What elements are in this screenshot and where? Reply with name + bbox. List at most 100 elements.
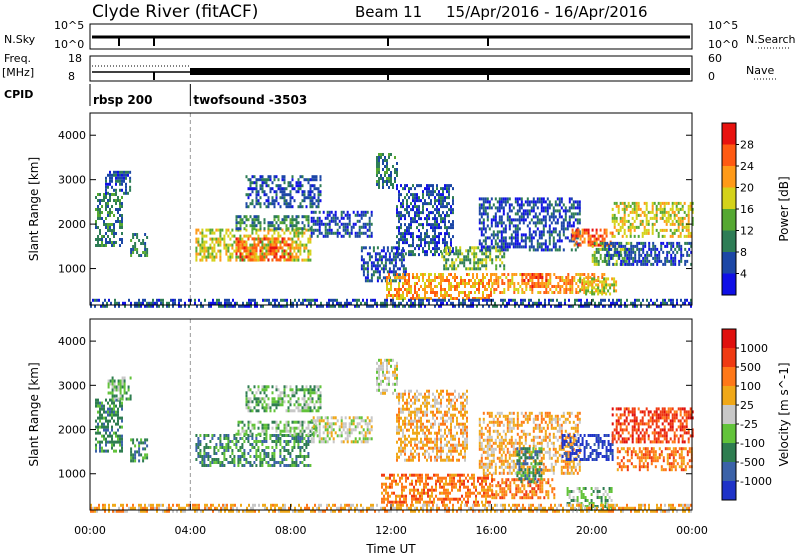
heatmap-cell [666, 244, 669, 248]
heatmap-cell [360, 216, 363, 220]
heatmap-cell [659, 210, 662, 214]
heatmap-cell [574, 212, 577, 216]
heatmap-cell [97, 431, 99, 435]
heatmap-cell [281, 221, 284, 225]
heatmap-cell [360, 225, 363, 229]
heatmap-cell [438, 282, 440, 285]
heatmap-cell [603, 228, 606, 232]
heatmap-cell [368, 246, 371, 250]
heatmap-cell [255, 243, 258, 247]
heatmap-cell [402, 249, 405, 253]
heatmap-cell [647, 231, 650, 235]
heatmap-cell [577, 279, 580, 282]
heatmap-cell [307, 455, 310, 458]
heatmap-cell [205, 240, 208, 244]
heatmap-cell [611, 234, 614, 238]
heatmap-cell [195, 231, 198, 235]
heatmap-cell [575, 291, 578, 294]
heatmap-cell [634, 244, 637, 248]
heatmap-cell [388, 186, 390, 189]
heatmap-cell [436, 285, 438, 288]
heatmap-cell [428, 202, 430, 206]
heatmap-cell [201, 231, 204, 235]
heatmap-cell [105, 176, 107, 180]
heatmap-cell [289, 218, 292, 222]
heatmap-cell [324, 216, 327, 220]
heatmap-cell [257, 400, 260, 404]
heatmap-cell [567, 282, 570, 285]
heatmap-cell [671, 210, 674, 214]
heatmap-cell [225, 458, 228, 461]
heatmap-cell [283, 202, 286, 206]
heatmap-cell [448, 202, 450, 206]
heatmap-cell [506, 218, 509, 222]
heatmap-cell [478, 227, 481, 231]
heatmap-cell [123, 191, 125, 195]
heatmap-cell [229, 258, 232, 262]
heatmap-cell [646, 262, 649, 266]
heatmap-cell [277, 231, 280, 235]
heatmap-cell [545, 291, 548, 294]
heatmap-cell [265, 237, 268, 241]
heatmap-cell [457, 264, 460, 268]
heatmap-cell [448, 288, 450, 291]
heatmap-cell [480, 233, 483, 237]
heatmap-cell [247, 252, 250, 256]
heatmap-cell [653, 222, 656, 226]
heatmap-cell [556, 197, 559, 201]
heatmap-cell [576, 212, 579, 216]
heatmap-cell [249, 234, 252, 238]
heatmap-cell [273, 449, 276, 452]
heatmap-cell [360, 231, 363, 235]
heatmap-cell [579, 237, 582, 241]
heatmap-cell [309, 249, 312, 253]
heatmap-cell [269, 437, 272, 440]
heatmap-cell [241, 218, 244, 222]
heatmap-cell [121, 202, 123, 205]
heatmap-cell [595, 241, 598, 245]
heatmap-cell [247, 258, 250, 262]
heatmap-cell [146, 236, 149, 239]
heatmap-cell [666, 256, 669, 260]
heatmap-cell [592, 298, 594, 302]
heatmap-cell [344, 222, 347, 226]
heatmap-cell [549, 288, 552, 291]
heatmap-cell [629, 210, 632, 214]
heatmap-cell [299, 227, 302, 231]
heatmap-cell [317, 205, 320, 209]
heatmap-cell [103, 422, 105, 426]
heatmap-cell [436, 223, 438, 227]
heatmap-cell [587, 237, 590, 241]
heatmap-cell [297, 231, 300, 235]
heatmap-cell [569, 291, 572, 294]
heatmap-cell [138, 239, 141, 242]
heatmap-cell [494, 215, 497, 219]
heatmap-cell [295, 432, 298, 436]
heatmap-cell [372, 273, 375, 277]
heatmap-cell [542, 242, 545, 246]
heatmap-cell [535, 282, 538, 285]
heatmap-cell [486, 282, 488, 285]
heatmap-cell [305, 258, 308, 262]
heatmap-cell [113, 404, 115, 408]
heatmap-cell [643, 228, 646, 232]
heatmap-cell [376, 261, 379, 265]
heatmap-cell [251, 432, 254, 436]
heatmap-cell [287, 237, 290, 241]
heatmap-cell [651, 201, 654, 205]
heatmap-cell [591, 240, 594, 244]
heatmap-cell [621, 219, 624, 223]
heatmap-cell [197, 237, 200, 241]
heatmap-cell [526, 203, 529, 207]
heatmap-cell [591, 228, 594, 232]
heatmap-cell [160, 298, 162, 302]
heatmap-cell [168, 304, 170, 308]
heatmap-cell [113, 229, 115, 232]
heatmap-cell [554, 200, 557, 204]
heatmap-cell [117, 419, 119, 423]
heatmap-cell [107, 413, 109, 417]
heatmap-cell [249, 449, 252, 452]
heatmap-cell [440, 291, 442, 294]
heatmap-cell [209, 237, 212, 241]
heatmap-cell [307, 432, 310, 436]
